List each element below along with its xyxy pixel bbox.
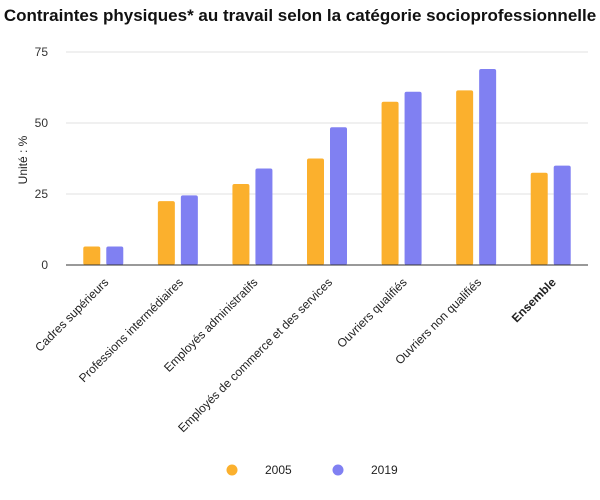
bar-2005-6 <box>530 172 548 265</box>
y-axis-title: Unité : % <box>16 135 30 184</box>
bar-2019-0 <box>106 246 124 265</box>
bar-2019-3 <box>330 127 347 265</box>
y-tick-label: 75 <box>35 45 49 59</box>
x-tick-label: Cadres supérieurs <box>32 275 111 354</box>
bar-2019-4 <box>404 91 422 265</box>
x-tick-label: Employés de commerce et des services <box>175 275 335 435</box>
bar-2005-0 <box>83 246 101 265</box>
y-tick-label: 25 <box>35 187 49 201</box>
bar-2005-4 <box>381 101 399 265</box>
legend-label-2019: 2019 <box>371 463 398 477</box>
x-tick-label: Ensemble <box>509 275 559 325</box>
bar-2019-5 <box>479 69 497 265</box>
bar-2005-1 <box>157 201 175 265</box>
bar-2005-2 <box>232 184 250 265</box>
legend-marker-2019 <box>332 464 344 476</box>
y-tick-label: 0 <box>41 258 48 272</box>
bar-2019-6 <box>553 165 571 265</box>
chart-title: Contraintes physiques* au travail selon … <box>3 6 597 25</box>
legend-marker-2005 <box>226 464 238 476</box>
y-tick-label: 50 <box>35 116 49 130</box>
bar-2019-2 <box>255 168 273 265</box>
bar-2019-1 <box>180 195 198 265</box>
x-tick-label: Ouvriers non qualifiés <box>392 275 484 367</box>
x-tick-label: Ouvriers qualifiés <box>334 275 409 350</box>
bar-2005-3 <box>307 158 324 265</box>
bar-2005-5 <box>456 90 474 265</box>
legend-label-2005: 2005 <box>265 463 292 477</box>
